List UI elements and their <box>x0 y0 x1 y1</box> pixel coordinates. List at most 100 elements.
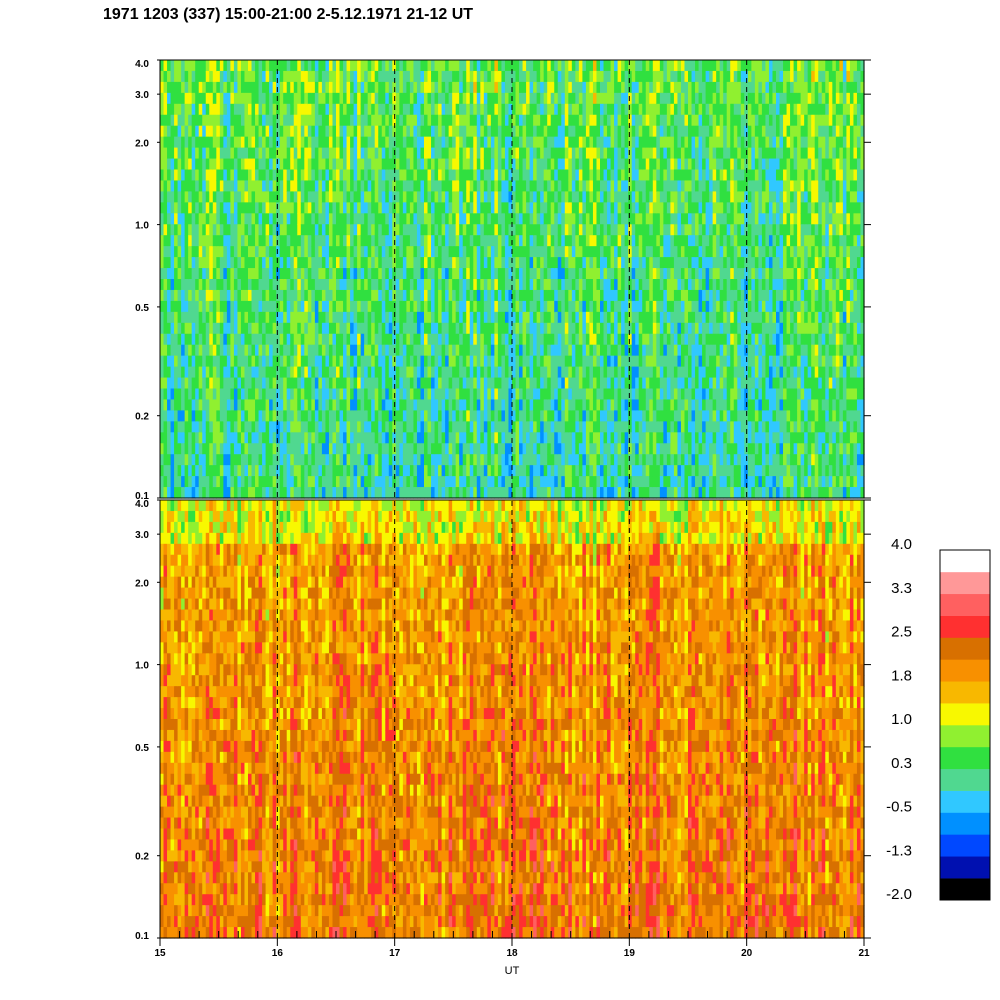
heatmap-cell <box>494 476 499 488</box>
heatmap-cell <box>512 257 517 269</box>
heatmap-cell <box>318 213 323 225</box>
heatmap-cell <box>448 169 453 182</box>
heatmap-cell <box>286 103 291 116</box>
heatmap-cell <box>512 377 517 390</box>
heatmap-cell <box>321 279 327 291</box>
heatmap-cell <box>346 333 351 346</box>
heatmap-cell <box>395 279 400 291</box>
heatmap-cell <box>416 454 422 466</box>
heatmap-cell <box>526 60 531 72</box>
heatmap-cell <box>177 388 182 401</box>
heatmap-cell <box>540 487 545 499</box>
heatmap-cell <box>286 191 291 203</box>
heatmap-cell <box>431 213 436 225</box>
heatmap-cell <box>276 322 281 335</box>
heatmap-cell <box>311 454 316 466</box>
heatmap-cell <box>448 191 453 203</box>
heatmap-cell <box>195 224 200 236</box>
heatmap-cell <box>216 388 221 401</box>
heatmap-cell <box>269 344 274 357</box>
heatmap-cell <box>328 443 334 455</box>
heatmap-cell <box>255 180 260 192</box>
heatmap-cell <box>293 421 298 433</box>
heatmap-cell <box>202 366 207 379</box>
heatmap-cell <box>483 136 488 149</box>
heatmap-cell <box>343 257 348 269</box>
heatmap-cell <box>332 289 337 302</box>
heatmap-cell <box>473 158 478 171</box>
heatmap-cell <box>378 399 383 411</box>
heatmap-cell <box>212 476 217 488</box>
heatmap-cell <box>395 311 400 324</box>
heatmap-cell <box>434 246 439 258</box>
heatmap-cell <box>248 136 253 149</box>
heatmap-cell <box>167 246 172 258</box>
heatmap-cell <box>163 114 168 127</box>
heatmap-cell <box>230 70 235 83</box>
heatmap-cell <box>262 125 267 138</box>
heatmap-cell <box>575 476 580 488</box>
heatmap-cell <box>473 268 478 280</box>
heatmap-cell <box>409 224 415 236</box>
heatmap-cell <box>297 103 302 116</box>
heatmap-cell <box>381 421 386 433</box>
heatmap-cell <box>388 311 393 324</box>
heatmap-cell <box>399 114 404 127</box>
heatmap-cell <box>350 377 355 390</box>
heatmap-cell <box>353 322 358 335</box>
heatmap-cell <box>416 388 422 401</box>
heatmap-cell <box>371 399 376 411</box>
heatmap-cell <box>533 235 538 247</box>
heatmap-cell <box>272 257 277 269</box>
heatmap-cell <box>424 246 429 258</box>
heatmap-cell <box>188 333 193 346</box>
heatmap-cell <box>504 60 510 72</box>
heatmap-cell <box>585 443 591 455</box>
heatmap-cell <box>378 311 383 324</box>
heatmap-cell <box>174 191 179 203</box>
heatmap-cell <box>258 158 263 171</box>
heatmap-cell <box>483 311 488 324</box>
heatmap-cell <box>184 147 189 160</box>
heatmap-cell <box>399 92 404 105</box>
heatmap-cell <box>318 125 323 138</box>
heatmap-cell <box>550 191 555 203</box>
heatmap-cell <box>385 399 390 411</box>
heatmap-cell <box>304 388 309 401</box>
heatmap-cell <box>248 246 253 258</box>
heatmap-cell <box>205 246 210 258</box>
heatmap-cell <box>483 180 488 192</box>
heatmap-cell <box>420 443 425 455</box>
heatmap-cell <box>508 268 513 280</box>
heatmap-cell <box>568 81 573 94</box>
heatmap-cell <box>233 487 239 499</box>
heatmap-cell <box>346 257 351 269</box>
heatmap-cell <box>413 213 418 225</box>
heatmap-cell <box>251 344 256 357</box>
heatmap-cell <box>230 60 235 72</box>
heatmap-cell <box>233 191 239 203</box>
heatmap-cell <box>374 454 379 466</box>
heatmap-cell <box>515 246 520 258</box>
heatmap-cell <box>504 344 510 357</box>
heatmap-cell <box>240 377 246 390</box>
heatmap-cell <box>328 70 334 83</box>
heatmap-cell <box>357 388 362 401</box>
heatmap-cell <box>350 322 355 335</box>
heatmap-cell <box>240 289 246 302</box>
heatmap-cell <box>212 246 217 258</box>
heatmap-cell <box>378 191 383 203</box>
heatmap-cell <box>367 289 372 302</box>
heatmap-cell <box>381 246 386 258</box>
heatmap-cell <box>321 476 327 488</box>
heatmap-cell <box>357 454 362 466</box>
heatmap-cell <box>529 311 534 324</box>
heatmap-cell <box>321 268 327 280</box>
heatmap-cell <box>357 399 362 411</box>
heatmap-cell <box>219 158 224 171</box>
heatmap-cell <box>343 158 348 171</box>
heatmap-cell <box>466 125 471 138</box>
heatmap-cell <box>424 202 429 214</box>
heatmap-cell <box>494 344 499 357</box>
heatmap-cell <box>311 70 316 83</box>
